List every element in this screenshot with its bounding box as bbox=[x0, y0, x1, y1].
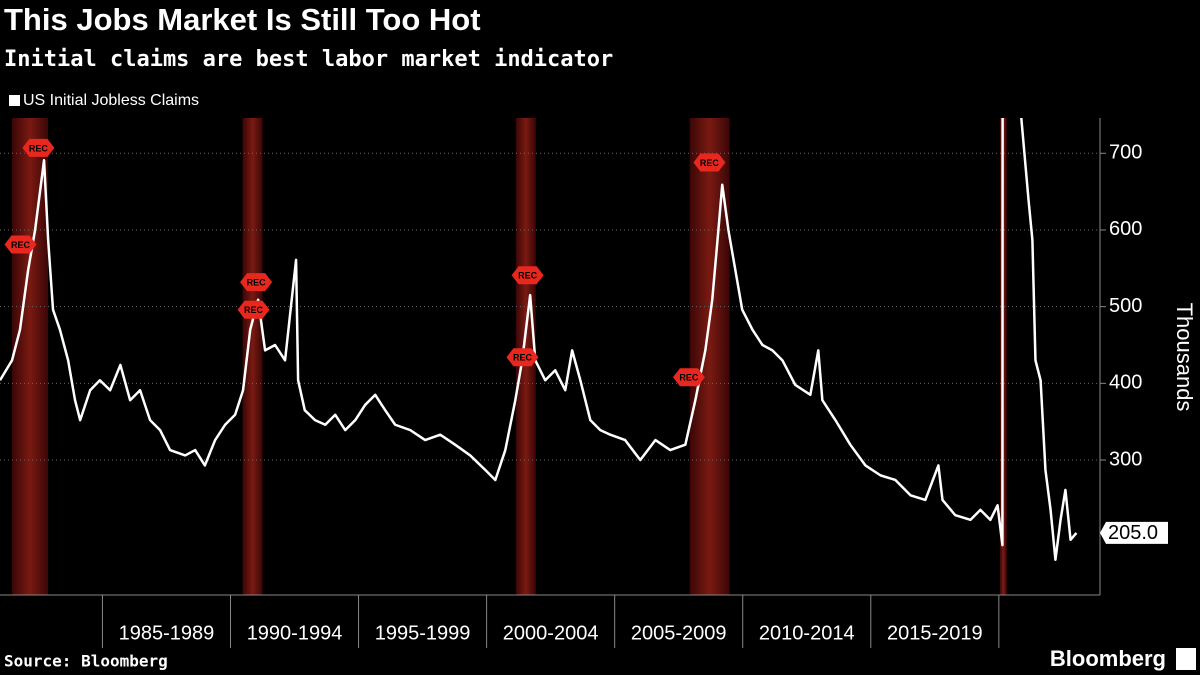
rec-marker bbox=[237, 300, 270, 319]
rec-marker-label: REC bbox=[29, 143, 49, 153]
rec-marker-label: REC bbox=[513, 353, 533, 363]
rec-marker bbox=[511, 266, 544, 285]
legend-swatch bbox=[9, 95, 20, 106]
grid: 300 400 500 600 700 1985-1989 1990-1994 1995-19… bbox=[0, 118, 1142, 648]
last-value-box bbox=[1100, 521, 1168, 544]
x-tick-label: 2005-2009 bbox=[631, 622, 727, 644]
annotations: REC REC REC REC REC REC REC REC 205.0 bbox=[4, 138, 1168, 544]
source: Source: Bloomberg bbox=[4, 652, 168, 671]
line bbox=[0, 118, 1078, 561]
y-tick-label: 600 bbox=[1109, 218, 1142, 240]
rec-marker bbox=[506, 348, 539, 367]
recession-band bbox=[12, 118, 49, 595]
y-axis-label: Thousands bbox=[1172, 303, 1197, 412]
rec-marker bbox=[672, 368, 705, 387]
y-tick-label: 300 bbox=[1109, 448, 1142, 470]
rec-marker bbox=[4, 235, 37, 254]
rec-marker-label: REC bbox=[244, 305, 264, 315]
legend-label: US Initial Jobless Claims bbox=[23, 92, 199, 109]
brand-icon bbox=[1176, 648, 1196, 670]
line-layer bbox=[0, 118, 1078, 561]
rec-marker-label: REC bbox=[518, 271, 538, 281]
x-tick-label: 2000-2004 bbox=[503, 622, 599, 644]
rec-marker-label: REC bbox=[247, 277, 267, 287]
chart-subtitle: Initial claims are best labor market ind… bbox=[4, 47, 613, 72]
rec-marker bbox=[693, 153, 726, 172]
rec-marker-label: REC bbox=[679, 373, 699, 383]
rec-marker-label: REC bbox=[11, 240, 31, 250]
x-tick-label: 1995-1999 bbox=[375, 622, 471, 644]
rec-marker bbox=[240, 273, 273, 292]
x-tick-label: 1990-1994 bbox=[247, 622, 343, 644]
y-tick-label: 500 bbox=[1109, 295, 1142, 317]
last-value-label: 205.0 bbox=[1108, 522, 1158, 544]
x-tick-label: 2010-2014 bbox=[759, 622, 855, 644]
rec-marker bbox=[22, 138, 55, 157]
chart-title: This Jobs Market Is Still Too Hot bbox=[4, 2, 481, 37]
x-tick-label: 2015-2019 bbox=[887, 622, 983, 644]
y-tick-label: 400 bbox=[1109, 372, 1142, 394]
x-tick-label: 1985-1989 bbox=[119, 622, 215, 644]
y-tick-label: 700 bbox=[1109, 142, 1142, 164]
brand: Bloomberg bbox=[1050, 646, 1166, 671]
rec-marker-label: REC bbox=[700, 158, 720, 168]
recession-band bbox=[242, 118, 263, 595]
